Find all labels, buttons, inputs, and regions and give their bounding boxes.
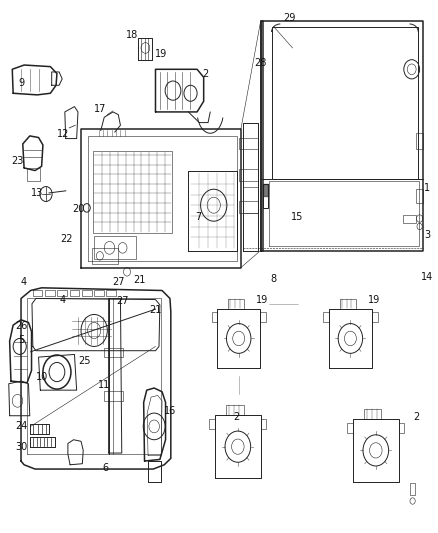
Bar [410, 483, 415, 495]
Text: 14: 14 [421, 272, 434, 282]
Text: 4: 4 [21, 278, 27, 287]
Bar [70, 290, 79, 296]
Text: 5: 5 [18, 335, 24, 345]
Text: 30: 30 [15, 442, 27, 451]
Text: 8: 8 [271, 274, 277, 284]
Bar [92, 248, 118, 264]
Text: 2: 2 [202, 69, 208, 78]
Text: 20: 20 [72, 204, 84, 214]
Bar [239, 138, 258, 149]
Bar [416, 133, 423, 149]
Text: 19: 19 [368, 295, 381, 304]
Text: 27: 27 [112, 278, 124, 287]
Text: 27: 27 [117, 296, 129, 306]
Text: 1: 1 [424, 183, 431, 192]
Bar [45, 290, 55, 296]
Text: 9: 9 [18, 78, 24, 87]
Text: 11: 11 [98, 380, 110, 390]
Text: 3: 3 [424, 230, 431, 239]
Text: 23: 23 [11, 156, 24, 166]
Text: 29: 29 [283, 13, 295, 22]
Bar [94, 290, 104, 296]
Text: 19: 19 [256, 295, 268, 304]
Text: 4: 4 [59, 295, 65, 304]
Bar [104, 391, 123, 401]
Text: 21: 21 [133, 275, 145, 285]
Bar [416, 189, 423, 203]
Text: 7: 7 [195, 212, 201, 222]
Text: 22: 22 [60, 234, 73, 244]
Bar [209, 419, 215, 430]
Text: 21: 21 [149, 305, 162, 315]
Text: 16: 16 [164, 407, 176, 416]
Bar [347, 423, 353, 433]
Text: 2: 2 [233, 412, 240, 422]
Text: 19: 19 [155, 50, 167, 59]
Bar [323, 312, 328, 322]
Text: 17: 17 [94, 104, 106, 114]
Bar [94, 236, 136, 259]
Text: 13: 13 [31, 188, 43, 198]
Text: 18: 18 [126, 30, 138, 39]
Bar [93, 151, 172, 233]
Bar [372, 312, 378, 322]
Bar [106, 290, 116, 296]
Text: 12: 12 [57, 130, 70, 139]
Bar [263, 184, 268, 208]
Text: 10: 10 [35, 373, 48, 382]
Bar [82, 290, 92, 296]
Text: 28: 28 [254, 58, 267, 68]
Text: 25: 25 [78, 357, 90, 366]
Bar [212, 312, 217, 322]
Text: 26: 26 [15, 321, 27, 331]
Bar [104, 348, 123, 357]
Bar [261, 419, 266, 430]
Bar [239, 169, 258, 181]
Bar [399, 423, 404, 433]
Bar [33, 290, 42, 296]
Text: 24: 24 [15, 422, 27, 431]
Text: 15: 15 [291, 213, 303, 222]
Bar [403, 215, 416, 223]
Bar [239, 201, 258, 213]
Text: 2: 2 [413, 412, 419, 422]
Bar [27, 168, 40, 181]
Bar [261, 312, 266, 322]
Bar [57, 290, 67, 296]
Text: 6: 6 [102, 463, 108, 473]
